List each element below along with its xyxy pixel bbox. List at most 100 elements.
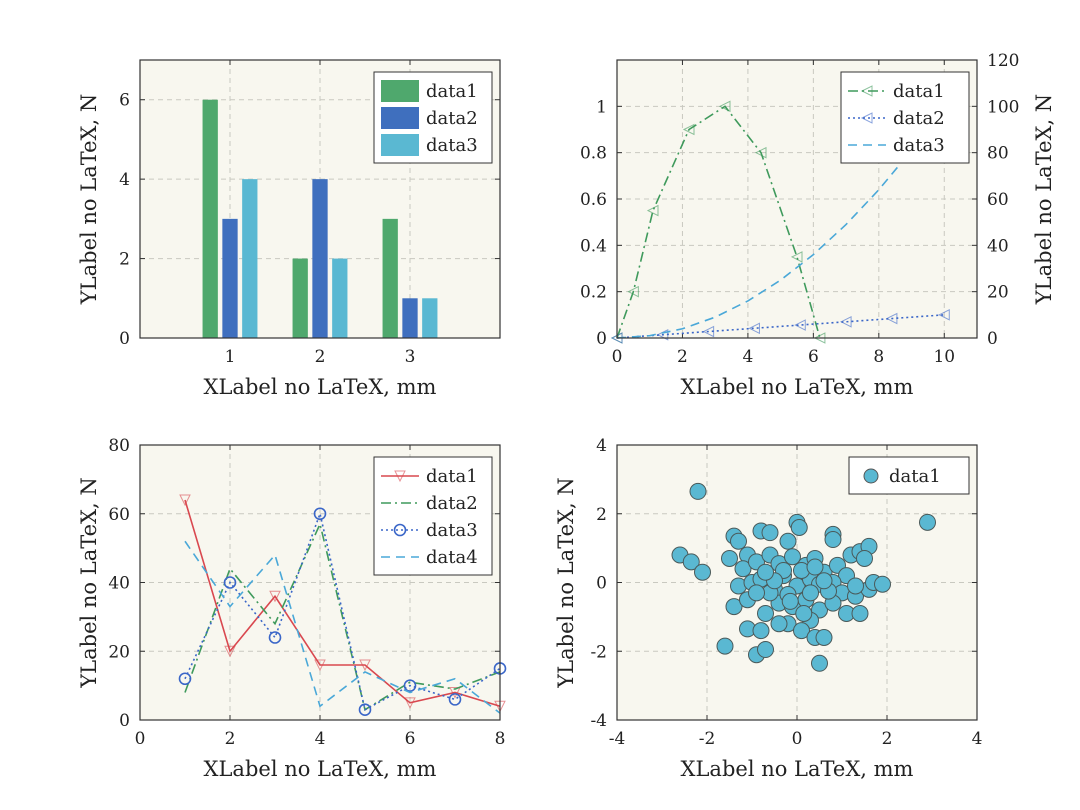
scatter-point [752, 622, 770, 640]
x-tick-label: 6 [808, 347, 819, 367]
data-marker [938, 309, 950, 321]
data-marker [448, 693, 462, 706]
scatter-point [716, 637, 734, 655]
x-tick-label: 0 [612, 347, 623, 367]
scatter-point [824, 531, 842, 549]
scatter-point [682, 553, 700, 571]
y-tick-label: 1 [596, 97, 607, 117]
x-tick-label: 1 [225, 347, 236, 367]
scatter-point [793, 622, 810, 640]
y-tick-label: -2 [590, 642, 607, 662]
scatter-point [694, 563, 711, 581]
subplot-4: -4 -2 0 2 4 -4 -2 0 2 4 XLabel no LaTeX, mm YLabel … [554, 436, 982, 781]
bar [312, 179, 328, 338]
legend-swatch [381, 107, 419, 129]
data-marker [885, 312, 898, 325]
data-marker [646, 204, 659, 217]
data-marker [404, 697, 416, 709]
scatter-point [847, 577, 864, 595]
data-marker [839, 315, 852, 328]
y-tick-label: 80 [108, 436, 130, 456]
scatter-point [802, 584, 819, 602]
legend-label: data2 [893, 108, 945, 129]
series-line [616, 314, 945, 339]
scatter-point [734, 560, 752, 578]
subplot-2: 0 2 4 6 8 1000.20.40.60.81020406080100120XLab… [580, 51, 1056, 399]
legend-swatch [381, 80, 419, 102]
data-marker [754, 146, 767, 159]
y-tick-label-right: 40 [987, 236, 1009, 256]
legend-label: data1 [426, 466, 478, 487]
legend-label: data3 [426, 520, 478, 541]
scatter-point [757, 563, 774, 581]
y-axis-label-right: YLabel no LaTeX, N [1032, 94, 1056, 305]
y-tick-label: 20 [108, 642, 130, 662]
bar [332, 258, 348, 338]
scatter-point [790, 519, 808, 536]
y-tick-label: 2 [119, 250, 130, 270]
data-marker [178, 672, 192, 686]
x-tick-label: 2 [677, 347, 688, 367]
y-tick-label-right: 80 [987, 144, 1009, 164]
data-marker [627, 285, 639, 298]
data-marker [790, 251, 803, 263]
x-tick-label: 8 [495, 729, 506, 749]
y-tick-label-right: 100 [987, 97, 1019, 117]
x-tick-label: 0 [135, 729, 146, 749]
y-tick-label-right: 60 [987, 190, 1009, 210]
bar [222, 218, 238, 338]
x-axis-label: XLabel no LaTeX, mm [681, 375, 914, 399]
y-tick-label: 0.4 [580, 236, 607, 256]
scatter-point [721, 549, 738, 567]
x-tick-label: 8 [873, 347, 884, 367]
x-tick-label: -2 [699, 729, 716, 749]
scatter-point [748, 584, 765, 602]
scatter-point [919, 513, 936, 531]
y-tick-label: 0 [119, 329, 130, 349]
x-tick-label: 2 [225, 729, 236, 749]
scatter-point [730, 532, 747, 550]
x-tick-label: -4 [609, 729, 626, 749]
data-marker [860, 112, 873, 124]
series-line [184, 510, 501, 711]
y-tick-label: 0 [119, 711, 130, 731]
plot-frame [616, 59, 978, 339]
scatter-point [815, 629, 833, 646]
scatter-point [811, 654, 828, 672]
scatter-point [851, 604, 869, 622]
bar [422, 298, 438, 338]
series-line [184, 499, 501, 708]
data-marker [179, 494, 191, 507]
legend-swatch [863, 468, 879, 484]
legend: data1 data2 data3 [840, 71, 970, 164]
data-marker [269, 590, 281, 603]
scatter-point [781, 592, 799, 610]
legend: data1 data2 data3 data4 [373, 456, 493, 576]
scatter-point [770, 615, 788, 633]
legend-label: data1 [893, 81, 945, 102]
series-line [616, 105, 821, 339]
data-marker [359, 659, 371, 672]
y-tick-label: 4 [596, 436, 607, 456]
scatter-point [815, 572, 833, 590]
y-tick-label: -4 [590, 711, 607, 731]
data-marker [268, 631, 282, 644]
bar [382, 218, 398, 338]
data-marker [313, 507, 327, 521]
plot-frame [139, 59, 501, 339]
data-marker [314, 659, 326, 672]
legend-swatch [381, 134, 419, 156]
subplot-1: 1 2 3 0 2 4 6 XLabel no LaTeX, mm YLabel no LaTe… [77, 59, 501, 399]
bar [402, 298, 418, 338]
legend: data1 data2 data3 [373, 71, 493, 164]
x-tick-label: 2 [315, 347, 326, 367]
data-marker [393, 523, 407, 537]
series-line [184, 540, 501, 714]
legend-label: data3 [426, 135, 478, 156]
scatter-point [806, 558, 824, 576]
y-tick-label-right: 20 [987, 283, 1009, 303]
data-marker [702, 325, 715, 338]
scatter-point [757, 604, 774, 622]
legend: data1 [848, 456, 970, 495]
